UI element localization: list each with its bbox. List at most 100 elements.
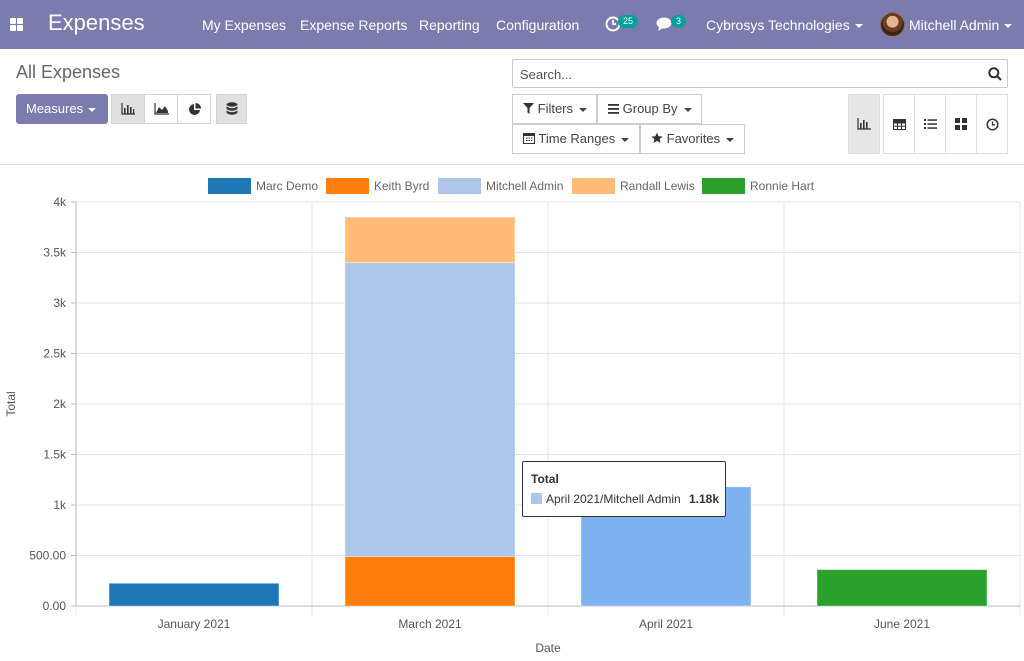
table-grid-icon [892, 118, 906, 130]
group-by-button[interactable]: Group By [597, 94, 702, 124]
chevron-down-icon [1004, 24, 1013, 29]
group-by-label: Group By [622, 101, 678, 116]
tooltip-value: 1.18k [689, 492, 720, 506]
database-stack-icon [226, 102, 237, 115]
legend-label: Keith Byrd [374, 179, 430, 193]
tooltip-label: April 2021/Mitchell Admin [546, 492, 681, 506]
page-title: All Expenses [16, 62, 121, 82]
y-tick-label: 0.00 [43, 599, 67, 613]
search-icon[interactable] [988, 67, 1002, 84]
legend-item[interactable]: Randall Lewis [572, 177, 695, 195]
time-ranges-button[interactable]: Time Ranges [512, 124, 640, 154]
bar-keith-byrd [344, 556, 516, 607]
chart-tooltip: Total April 2021/Mitchell Admin 1.18k [522, 461, 726, 517]
legend-swatch [702, 178, 745, 194]
stacked-button[interactable] [216, 94, 247, 124]
legend-label: Marc Demo [256, 179, 319, 193]
bar-chart-button[interactable] [111, 94, 145, 124]
x-tick-label: April 2021 [639, 617, 693, 631]
legend-swatch [572, 178, 615, 194]
filters-label: Filters [537, 101, 574, 116]
chevron-down-icon [854, 24, 863, 29]
y-tick-label: 2k [53, 397, 67, 411]
time-ranges-label: Time Ranges [538, 131, 616, 146]
y-tick-label: 3.5k [43, 246, 67, 260]
y-tick-label: 1.5k [43, 448, 67, 462]
bar-randall-lewis [344, 216, 516, 264]
x-tick-label: March 2021 [398, 617, 462, 631]
y-tick-label: 1k [53, 498, 67, 512]
pie-chart-button[interactable] [177, 94, 211, 124]
user-menu[interactable]: Mitchell Admin [909, 17, 1013, 33]
message-count-badge: 3 [671, 15, 687, 28]
menu-expense-reports[interactable]: Expense Reports [300, 17, 408, 33]
kanban-icon [955, 118, 967, 130]
top-navbar: Expenses My Expenses Expense Reports Rep… [0, 0, 1024, 49]
pivot-view-button[interactable] [883, 94, 915, 154]
graph-view-button[interactable] [848, 94, 880, 154]
stacked-toggle-group [216, 94, 247, 124]
company-switcher[interactable]: Cybrosys Technologies [706, 17, 863, 33]
list-bars-icon [608, 104, 619, 114]
legend-label: Randall Lewis [620, 179, 695, 193]
tooltip-title: Total [531, 472, 559, 486]
y-tick-label: 3k [53, 296, 67, 310]
legend-label: Mitchell Admin [486, 179, 564, 193]
app-title[interactable]: Expenses [48, 10, 145, 35]
user-avatar[interactable] [880, 12, 905, 37]
menu-reporting[interactable]: Reporting [419, 17, 480, 33]
messages-chat-icon[interactable] [656, 17, 674, 35]
search-input[interactable] [518, 65, 968, 83]
measures-button[interactable]: Measures [16, 94, 108, 124]
bar-marc-demo [108, 582, 280, 607]
pie-chart-icon [188, 102, 201, 115]
user-name: Mitchell Admin [909, 17, 1000, 33]
favorites-label: Favorites [666, 131, 721, 146]
kanban-view-button[interactable] [945, 94, 977, 154]
x-tick-label: January 2021 [158, 617, 231, 631]
star-icon [651, 132, 663, 143]
y-tick-label: 4k [53, 195, 67, 209]
legend-swatch [326, 178, 369, 194]
menu-my-expenses[interactable]: My Expenses [202, 17, 287, 33]
activity-count-badge: 25 [618, 15, 639, 28]
chevron-down-icon [621, 137, 630, 142]
activity-view-button[interactable] [976, 94, 1008, 154]
y-tick-label: 500.00 [29, 549, 66, 563]
tooltip-color-swatch [531, 493, 542, 504]
filters-button[interactable]: Filters [512, 94, 597, 124]
y-tick-label: 2.5k [43, 347, 67, 361]
control-panel: All Expenses Measures Filters Group By [0, 49, 1024, 165]
chart-type-switcher [111, 94, 211, 124]
bar-mitchell-admin [344, 262, 516, 558]
chevron-down-icon [579, 107, 588, 112]
list-view-button[interactable] [914, 94, 946, 154]
area-chart-icon [153, 103, 169, 115]
favorites-button[interactable]: Favorites [640, 124, 745, 154]
company-name: Cybrosys Technologies [706, 17, 850, 33]
x-tick-label: June 2021 [874, 617, 930, 631]
bar-chart-icon [857, 118, 871, 130]
chevron-down-icon [683, 107, 692, 112]
legend-label: Ronnie Hart [750, 179, 815, 193]
filter-icon [523, 103, 534, 114]
menu-configuration[interactable]: Configuration [496, 17, 580, 33]
legend-swatch [208, 178, 251, 194]
search-bar [512, 59, 1008, 88]
y-axis-title: Total [4, 391, 18, 416]
legend-item[interactable]: Marc Demo [208, 177, 318, 195]
x-axis-title: Date [535, 641, 561, 655]
chevron-down-icon [88, 107, 97, 112]
legend-item[interactable]: Ronnie Hart [702, 177, 814, 195]
line-chart-button[interactable] [144, 94, 178, 124]
graph-view: Marc Demo Keith Byrd Mitchell Admin Randall… [0, 166, 1024, 658]
legend-swatch [438, 178, 481, 194]
list-icon [923, 119, 937, 129]
legend-item[interactable]: Keith Byrd [326, 177, 429, 195]
stacked-bar-chart: 0.00 500.00 1k 1.5k 2k 2.5k 3k 3.5k 4k January 20… [4, 195, 1021, 655]
bar-chart-icon [121, 103, 135, 115]
measures-label: Measures [26, 101, 84, 116]
legend-item[interactable]: Mitchell Admin [438, 177, 563, 195]
bar-ronnie-hart [816, 569, 988, 607]
apps-menu-icon[interactable] [8, 16, 24, 32]
